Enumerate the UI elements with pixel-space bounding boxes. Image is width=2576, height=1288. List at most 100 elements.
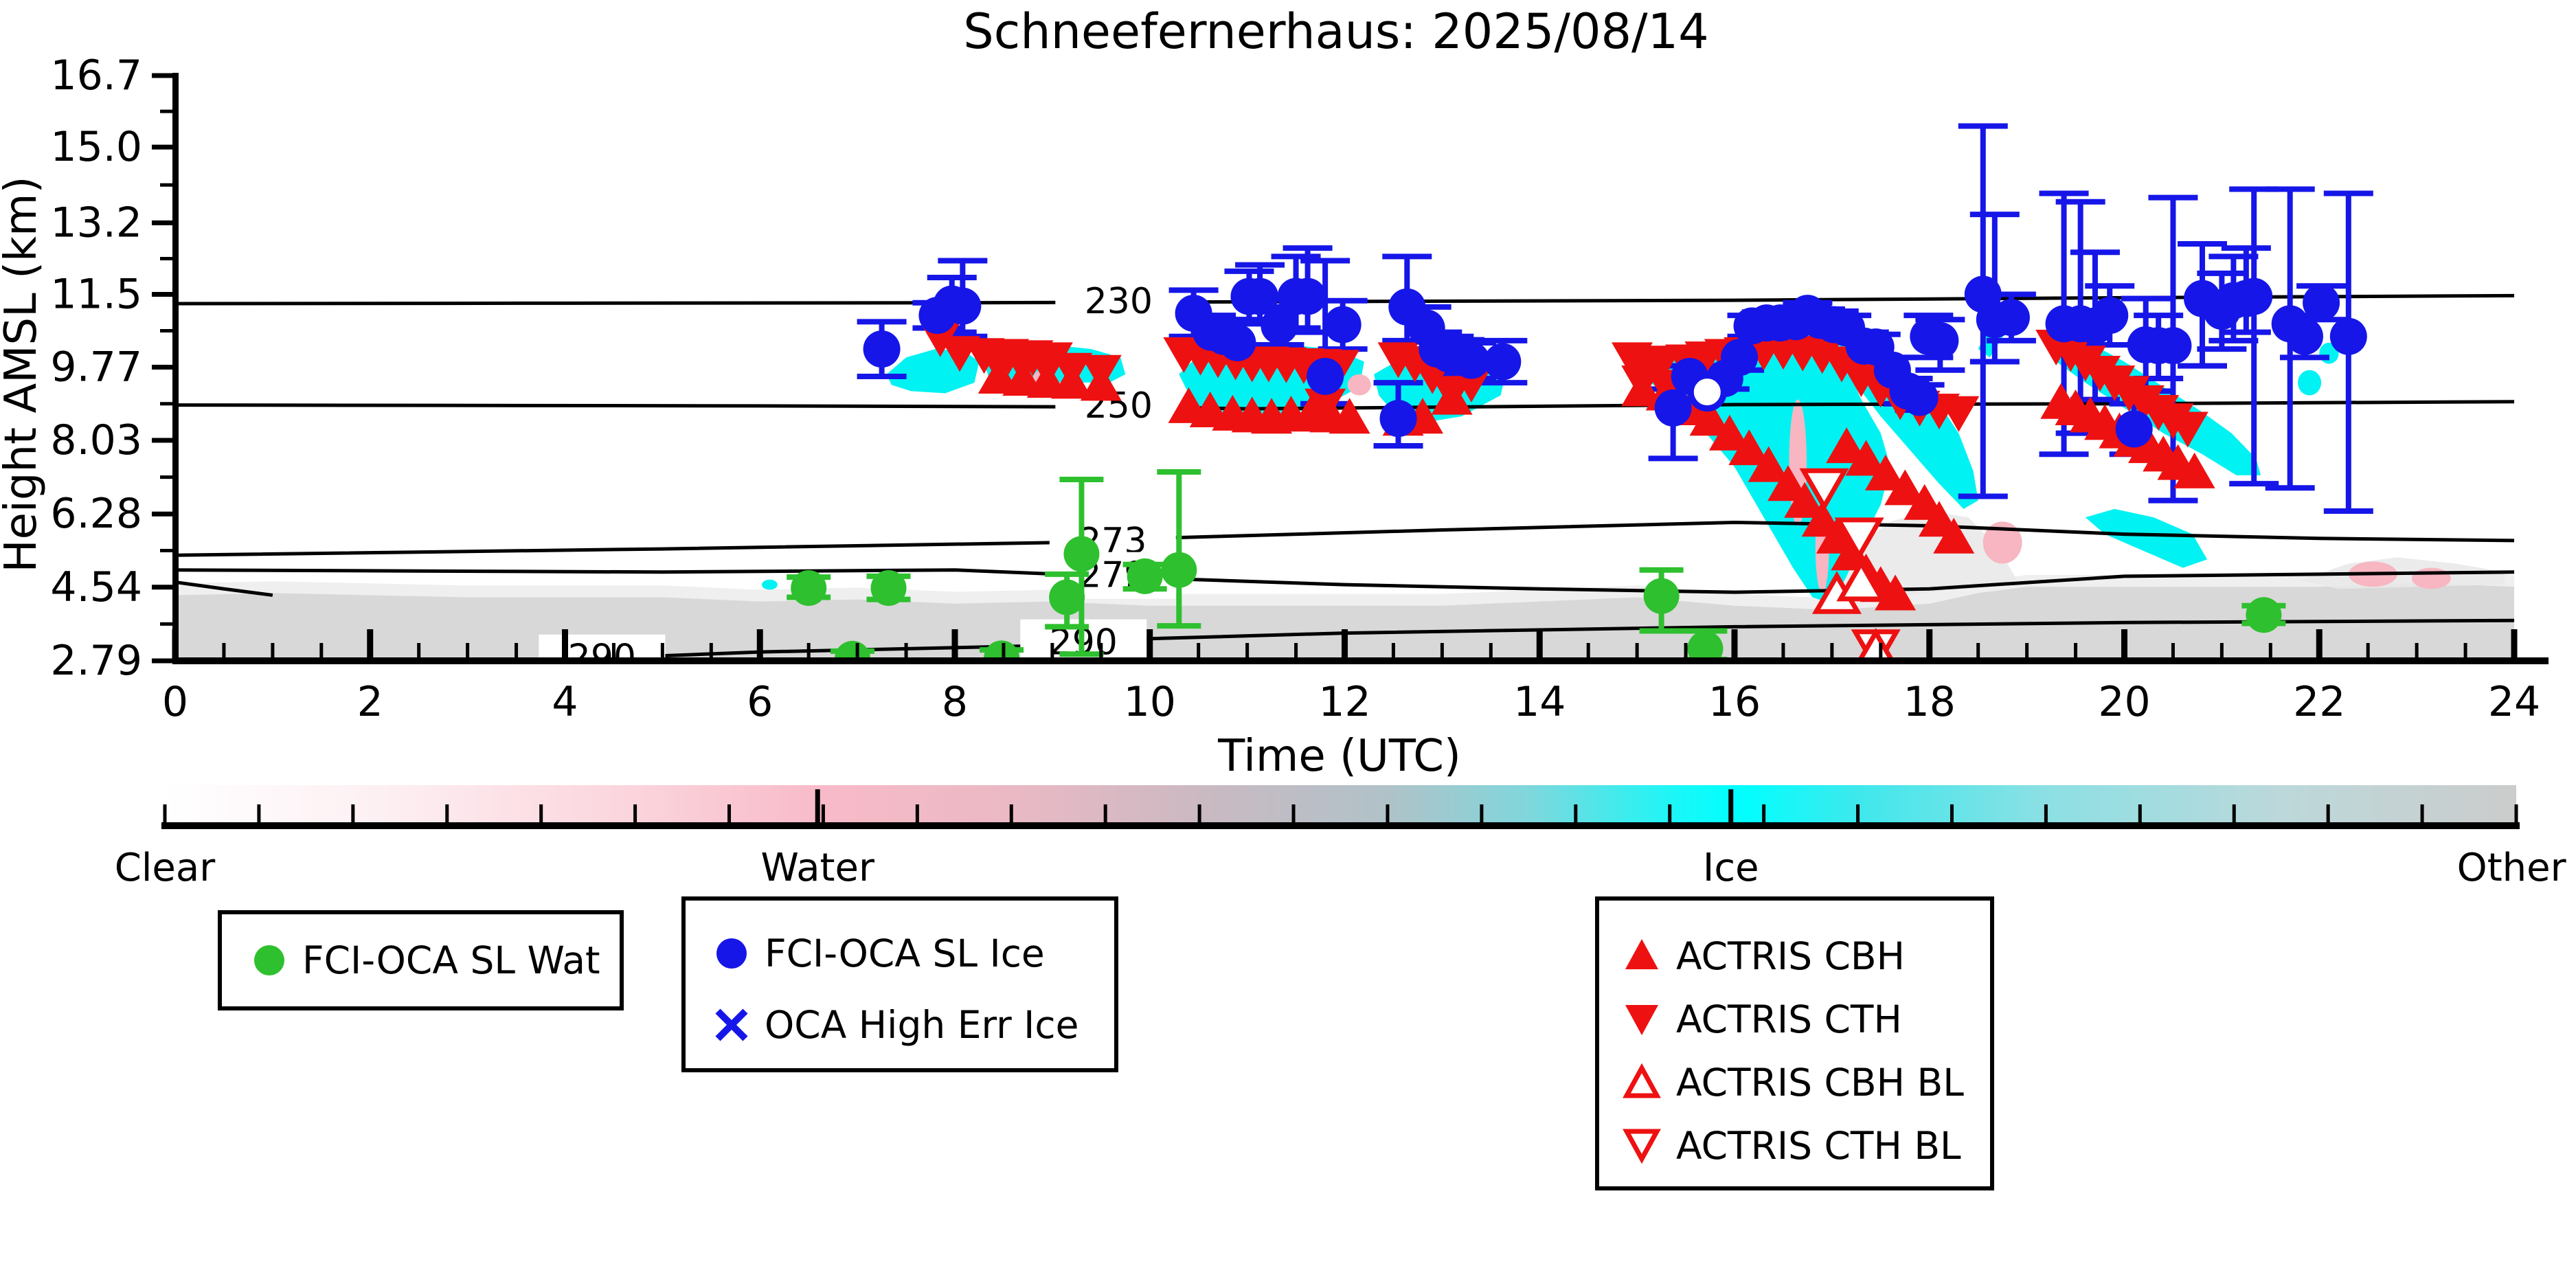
fci-oca-sl-ice-point xyxy=(2091,297,2129,335)
classification-colorbar xyxy=(161,785,2520,829)
fci-oca-sl-wat-point xyxy=(1643,578,1680,614)
fci-oca-sl-ice-point xyxy=(2115,410,2153,448)
x-tick-label: 14 xyxy=(1513,678,1566,726)
red-triangle-down-open-icon xyxy=(1623,1129,1661,1164)
fci-oca-sl-ice-point xyxy=(863,330,901,368)
red-triangle-up-open-icon xyxy=(1623,1063,1661,1098)
red-triangle-up-icon xyxy=(1625,939,1658,969)
isotherm-279 xyxy=(174,568,2515,594)
fci-oca-sl-ice-point xyxy=(2303,284,2340,321)
actris-marker xyxy=(1329,398,1370,434)
x-tick-label: 10 xyxy=(1124,678,1176,726)
x-tick-label: 22 xyxy=(2293,678,2345,726)
legend-fci-oca-sl-wat: FCI-OCA SL Wat xyxy=(218,910,624,1010)
actris-marker xyxy=(1933,517,1975,554)
isotherm-273 xyxy=(174,520,2515,557)
actris-marker xyxy=(1845,440,1887,476)
actris-marker xyxy=(1051,363,1093,399)
x-tick-label: 2 xyxy=(357,678,383,726)
y-tick-label: 11.5 xyxy=(50,271,142,319)
fci-oca-sl-ice-point xyxy=(2329,317,2367,355)
x-tick-label: 4 xyxy=(552,678,578,726)
actris-marker xyxy=(1938,396,1980,432)
plot-clip-group: 230250273279290290 xyxy=(174,123,2515,664)
legend-label: ACTRIS CTH xyxy=(1676,997,1902,1041)
fci-oca-sl-ice-point xyxy=(1241,278,1279,315)
actris-marker xyxy=(1864,454,1906,490)
fci-oca-sl-ice-point xyxy=(1307,357,1344,395)
fci-oca-sl-ice-point xyxy=(1992,299,2030,337)
x-tick-label: 6 xyxy=(747,678,773,726)
actris-marker xyxy=(1855,627,1897,664)
fci-oca-sl-wat-point xyxy=(1687,631,1724,664)
x-tick-label: 8 xyxy=(942,678,968,726)
actris-marker xyxy=(1748,446,1789,482)
fci-oca-sl-wat-point xyxy=(791,570,827,607)
legend-actris: ACTRIS CBH ACTRIS CTH ACTRIS CBH BL ACTR… xyxy=(1595,896,1994,1190)
actris-marker xyxy=(2167,411,2208,448)
actris-marker xyxy=(1689,400,1731,436)
green-circle-icon xyxy=(254,945,284,975)
blue-x-icon xyxy=(715,1008,748,1041)
actris-marker xyxy=(1840,361,1882,397)
y-tick-label: 6.28 xyxy=(50,490,142,538)
legend-label: ACTRIS CBH BL xyxy=(1676,1061,1964,1105)
y-tick-label: 2.79 xyxy=(50,637,142,685)
actris-marker xyxy=(1708,414,1750,451)
colorbar-label-other: Other xyxy=(2457,846,2567,890)
actris-marker xyxy=(1884,469,1926,506)
legend-label: OCA High Err Ice xyxy=(765,1003,1078,1047)
legend-label: ACTRIS CTH BL xyxy=(1676,1124,1961,1168)
actris-marker xyxy=(1875,574,1917,611)
fci-oca-sl-ice-point xyxy=(2285,317,2323,355)
actris-marker xyxy=(1431,379,1473,415)
fci-oca-sl-wat-point xyxy=(1063,536,1100,572)
fci-oca-sl-ice-point xyxy=(1901,379,1939,416)
x-tick-label: 0 xyxy=(162,678,188,726)
fci-oca-sl-ice-point xyxy=(1324,306,1362,343)
oca-high-err-ice-point xyxy=(1687,372,1727,412)
fci-oca-sl-ice-point xyxy=(1452,341,1490,379)
fci-oca-sl-ice-point xyxy=(1289,278,1326,315)
actris-marker xyxy=(1826,427,1868,464)
isotherm-label: 230 xyxy=(1085,281,1153,322)
fci-oca-sl-ice-point xyxy=(1921,321,1959,359)
fci-oca-sl-ice-point xyxy=(944,287,982,325)
plot-area: 2302502732792902900246810121416182022242… xyxy=(50,52,2549,726)
x-axis-spine xyxy=(172,657,2549,664)
legend-label: FCI-OCA SL Ice xyxy=(765,931,1045,975)
y-tick-label: 13.2 xyxy=(50,199,142,247)
x-tick-label: 18 xyxy=(1903,678,1956,726)
y-tick-label: 15.0 xyxy=(50,123,142,171)
fci-oca-sl-ice-point xyxy=(2154,327,2192,365)
fci-oca-sl-ice-point xyxy=(1379,400,1417,438)
fci-oca-sl-ice-point xyxy=(1484,343,1522,381)
fci-oca-sl-ice-point xyxy=(1721,339,1759,376)
x-tick-label: 16 xyxy=(1708,678,1761,726)
fci-oca-sl-wat-point xyxy=(2246,597,2282,633)
actris-marker xyxy=(1621,370,1663,407)
actris-marker xyxy=(1728,429,1770,466)
fci-oca-sl-ice-point xyxy=(1261,307,1298,345)
colorbar-gradient xyxy=(165,785,2516,822)
x-axis-label: Time (UTC) xyxy=(1217,731,1461,782)
y-tick-label: 8.03 xyxy=(50,416,142,464)
y-axis-label: Height AMSL (km) xyxy=(0,177,47,573)
isotherm-290 xyxy=(174,580,273,597)
x-tick-label: 24 xyxy=(2488,678,2540,726)
y-tick-label: 16.7 xyxy=(50,52,142,100)
actris-marker xyxy=(1767,465,1809,501)
x-tick-label: 12 xyxy=(1318,678,1370,726)
ice-patch xyxy=(2085,508,2208,568)
actris-marker xyxy=(2173,452,2215,488)
actris-marker xyxy=(1784,482,1826,518)
red-triangle-down-icon xyxy=(1625,1005,1658,1035)
blue-circle-icon xyxy=(716,938,747,969)
chart-title: Schneefernerhaus: 2025/08/14 xyxy=(963,3,1708,60)
fci-oca-sl-wat-point xyxy=(1161,552,1197,588)
actris-marker xyxy=(1080,365,1122,401)
colorbar-label-clear: Clear xyxy=(115,846,216,890)
fci-oca-sl-ice-point xyxy=(2235,278,2273,315)
